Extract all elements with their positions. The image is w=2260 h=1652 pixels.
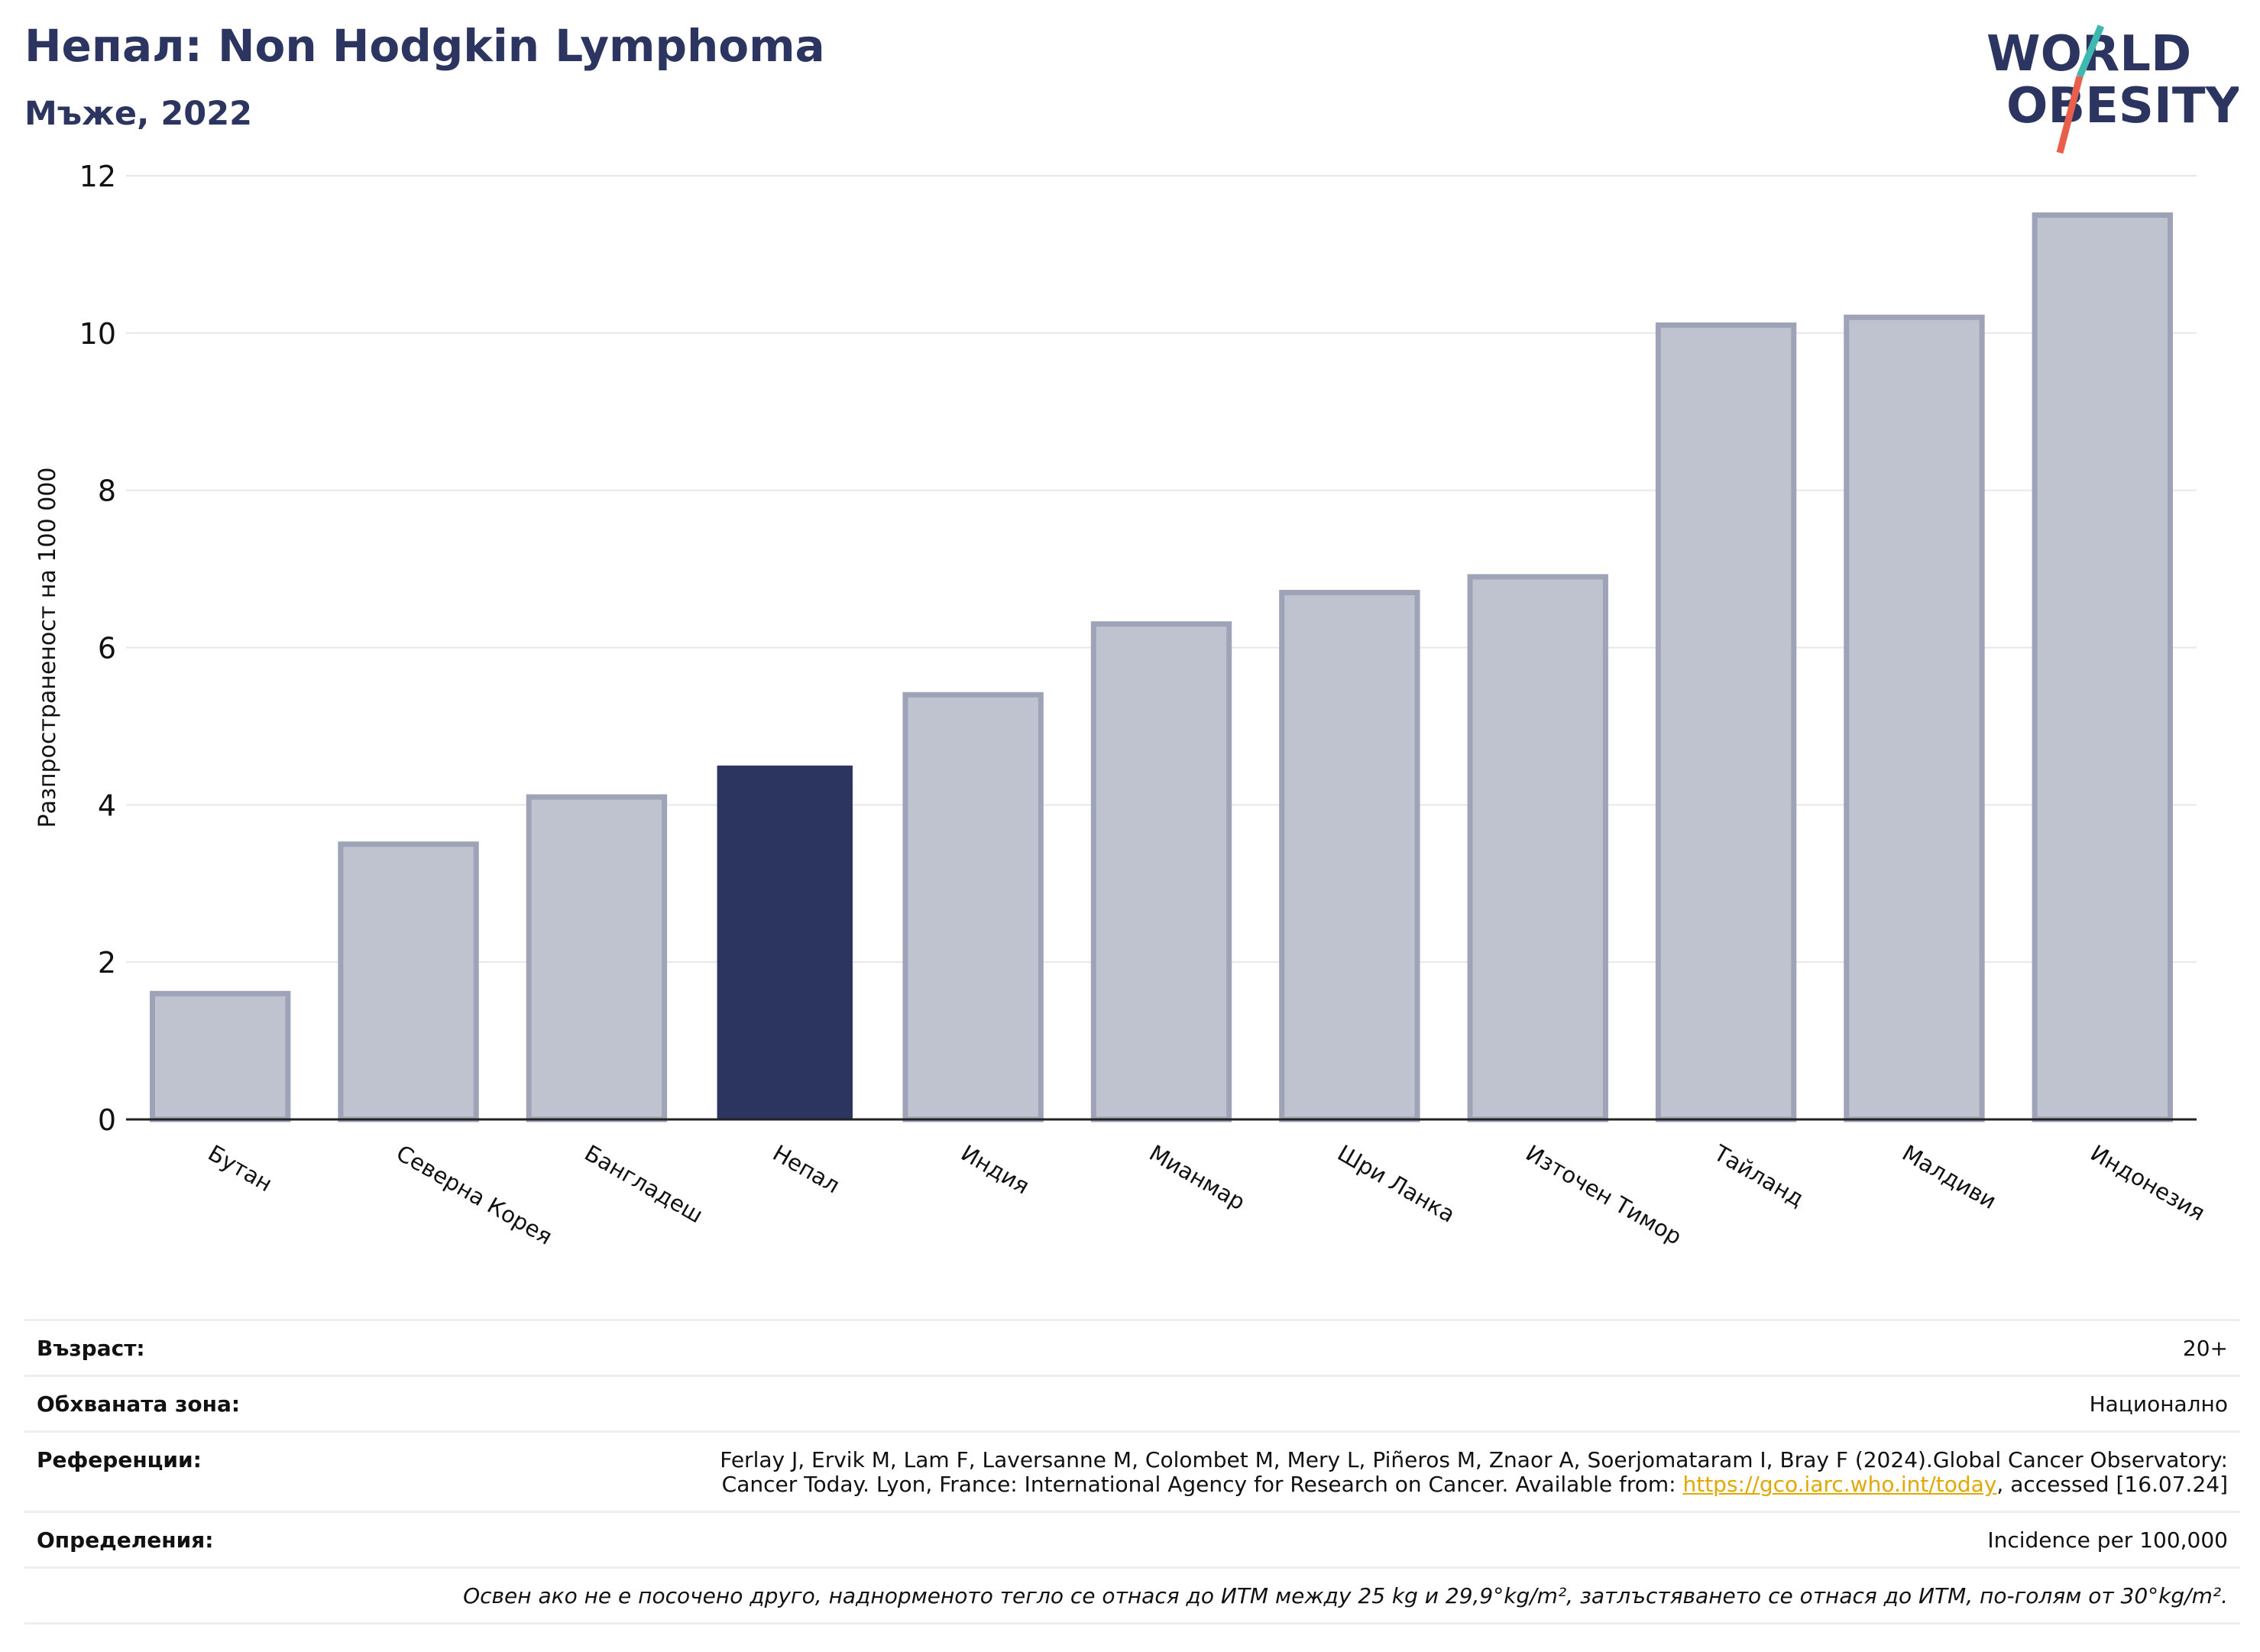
page-subtitle: Мъже, 2022 xyxy=(24,95,253,133)
bar-5 xyxy=(1090,621,1232,1122)
meta-row-note: Освен ако не е посочено друго, наднормен… xyxy=(24,1566,2240,1624)
logo-text-obesity: OBESITY xyxy=(2006,78,2239,134)
definitions-value: Incidence per 100,000 xyxy=(1987,1527,2228,1553)
meta-row-definitions: Определения: Incidence per 100,000 xyxy=(24,1511,2240,1566)
references-value: Ferlay J, Ervik M, Lam F, Laversanne M, … xyxy=(720,1448,2228,1497)
x-tick-label: Шри Ланка xyxy=(1333,1140,1459,1228)
x-tick-label: Източен Тимор xyxy=(1521,1140,1686,1250)
age-label: Възраст: xyxy=(37,1336,145,1361)
references-line2-post: , accessed [16.07.24] xyxy=(1996,1472,2228,1497)
y-axis-label: Разпространеност на 100 000 xyxy=(34,468,61,828)
definition-note: Освен ако не е посочено друго, наднормен… xyxy=(463,1583,2228,1608)
y-tick-label: 6 xyxy=(98,632,116,666)
x-tick-label: Северна Корея xyxy=(392,1140,557,1250)
bar-2 xyxy=(526,794,668,1122)
y-tick-label: 10 xyxy=(79,317,116,351)
references-line2-pre: Cancer Today. Lyon, France: Internationa… xyxy=(721,1472,1683,1497)
x-tick-label: Тайланд xyxy=(1709,1139,1808,1212)
x-tick-label: Малдиви xyxy=(1898,1140,2001,1215)
bar-0 xyxy=(149,990,291,1122)
bar-3 xyxy=(717,765,853,1119)
y-tick-label: 2 xyxy=(98,946,116,980)
x-tick-labels: Бутан Северна Корея Бангладеш Непал Индия Миа… xyxy=(204,1139,2210,1250)
page-title: Непал: Non Hodgkin Lymphoma xyxy=(24,20,825,72)
x-tick-label: Бангладеш xyxy=(580,1140,707,1229)
bar-1 xyxy=(338,841,479,1122)
bar-4 xyxy=(902,692,1044,1122)
definitions-label: Определения: xyxy=(37,1527,214,1553)
meta-row-age: Възраст: 20+ xyxy=(24,1319,2240,1375)
bar-9 xyxy=(1844,314,1985,1122)
y-tick-label: 8 xyxy=(98,475,116,508)
meta-row-references: Референции: Ferlay J, Ervik M, Lam F, La… xyxy=(24,1430,2240,1511)
age-value: 20+ xyxy=(2182,1336,2228,1361)
coverage-label: Обхваната зона: xyxy=(37,1391,241,1417)
references-link[interactable]: https://gco.iarc.who.int/today xyxy=(1682,1472,1997,1497)
x-tick-label: Бутан xyxy=(204,1140,277,1197)
y-tick-label: 4 xyxy=(98,789,116,822)
world-obesity-logo: WORLD OBESITY xyxy=(1986,24,2239,154)
x-tick-label: Мианмар xyxy=(1145,1140,1250,1216)
bar-6 xyxy=(1279,589,1420,1122)
logo-slash-bottom xyxy=(2056,75,2084,154)
references-line1: Ferlay J, Ervik M, Lam F, Laversanne M, … xyxy=(720,1447,2228,1472)
y-tick-label: 0 xyxy=(98,1103,116,1137)
x-tick-label: Индонезия xyxy=(2086,1140,2210,1226)
bars xyxy=(149,212,2174,1122)
x-tick-label: Непал xyxy=(769,1140,844,1199)
bar-chart: 0 2 4 6 8 10 12 Бутан Северна Корея Бангладеш Неп… xyxy=(34,160,2210,1250)
meta-row-coverage: Обхваната зона: Национално xyxy=(24,1375,2240,1430)
y-tick-label: 12 xyxy=(79,160,116,193)
y-tick-labels: 0 2 4 6 8 10 12 xyxy=(79,160,116,1137)
bar-10 xyxy=(2032,212,2174,1122)
coverage-value: Национално xyxy=(2089,1391,2228,1417)
references-label: Референции: xyxy=(37,1447,202,1472)
x-tick-label: Индия xyxy=(957,1140,1034,1200)
metadata-table: Възраст: 20+ Обхваната зона: Национално … xyxy=(24,1319,2240,1624)
bar-7 xyxy=(1467,574,1608,1122)
bar-8 xyxy=(1655,322,1797,1122)
logo-slash-top xyxy=(2076,24,2105,78)
